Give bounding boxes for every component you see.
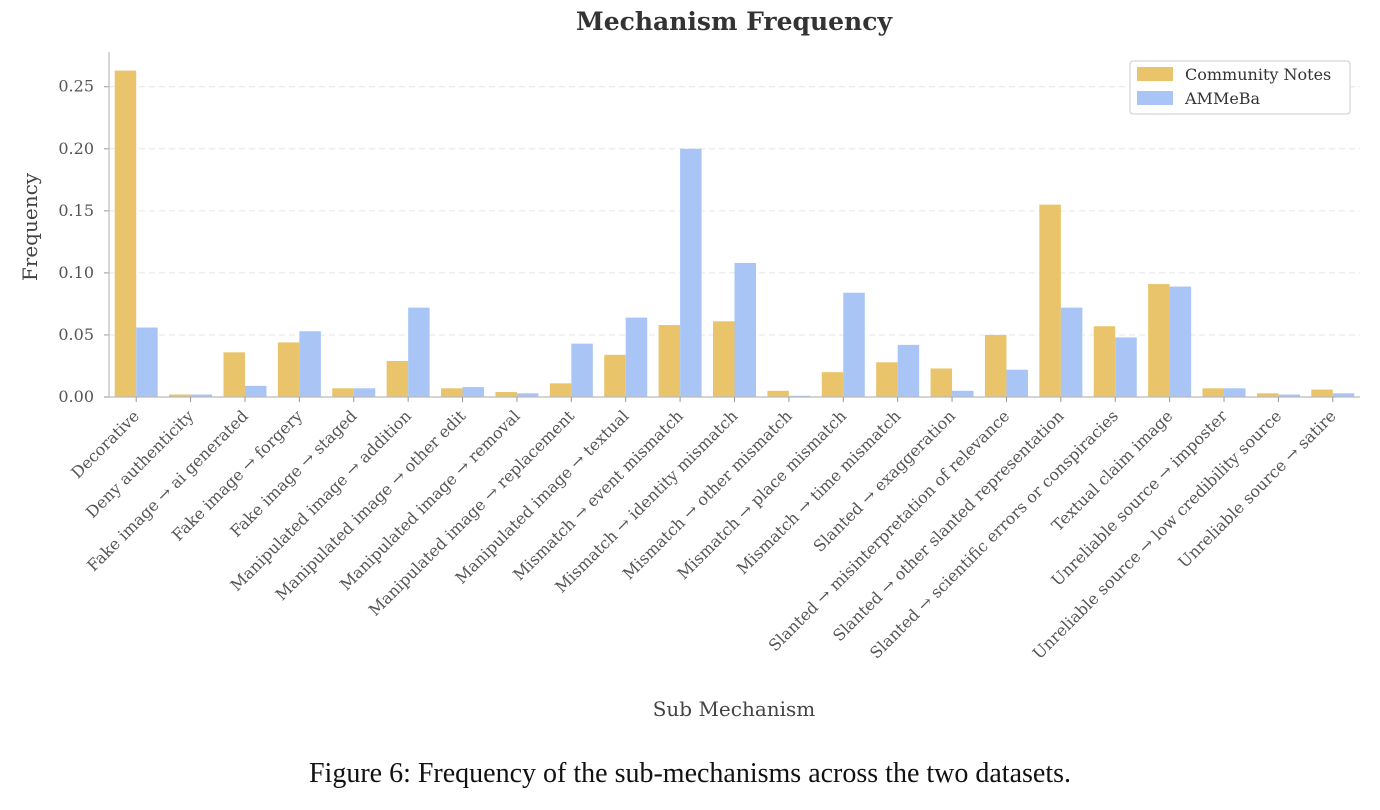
y-tick-labels: 0.00 0.05 0.10 0.15 0.20 0.25 [58,77,94,406]
bar-ammeba [625,317,648,397]
bar-ammeba [190,394,213,397]
y-tick-label: 0.05 [58,325,94,344]
bar-community-notes [1202,388,1225,397]
bar-community-notes [277,342,300,397]
bar-ammeba [299,331,321,397]
bar-community-notes [169,394,191,397]
y-tick-label: 0.20 [58,139,94,158]
bar-community-notes [1256,393,1279,397]
bar-ammeba [571,343,593,397]
bar-ammeba [1060,307,1083,397]
bar-community-notes [821,372,844,397]
mechanism-frequency-chart: Mechanism Frequency 0.00 0.05 0.10 0.15 0.20… [18,7,1360,721]
x-tick-label: Manipulated image → other edit [272,406,470,604]
bar-community-notes [604,354,626,397]
x-tick-label: Manipulated image → replacement [365,406,579,620]
bar-ammeba [408,307,430,397]
bar-community-notes [549,383,572,397]
legend: Community Notes AMMeBa [1129,60,1351,115]
y-axis-label: Frequency [18,172,42,281]
legend-label: Community Notes [1185,65,1331,84]
bar-ammeba [136,327,158,397]
bar-ammeba [788,395,811,397]
bar-ammeba [1224,388,1246,397]
legend-label: AMMeBa [1184,89,1261,108]
bar-community-notes [876,362,898,397]
bar-community-notes [930,368,953,397]
bars [114,70,1355,398]
legend-box [1129,60,1351,115]
bar-community-notes [1311,389,1333,397]
bar-community-notes [1039,204,1061,397]
bar-community-notes [713,321,735,397]
bar-ammeba [516,393,539,397]
bar-ammeba [1115,337,1137,397]
y-tick-label: 0.25 [58,77,94,96]
y-tick-label: 0.15 [58,201,94,220]
y-tick-label: 0.00 [58,387,94,406]
x-tick-label: Slanted → scientific errors or conspirac… [866,406,1122,662]
bar-community-notes [386,361,409,397]
legend-swatch [1137,91,1173,105]
bar-community-notes [767,390,789,397]
bar-community-notes [441,388,463,397]
bar-community-notes [332,388,354,397]
bar-community-notes [1148,284,1170,397]
bar-community-notes [114,70,137,398]
axes [108,52,1360,402]
chart-title: Mechanism Frequency [576,7,893,36]
bar-ammeba [843,292,865,397]
bar-ammeba [952,390,974,397]
bar-ammeba [1006,369,1028,397]
bar-ammeba [244,385,267,397]
bar-community-notes [223,352,245,397]
bar-community-notes [984,334,1007,397]
bar-ammeba [680,148,702,397]
figure-caption: Figure 6: Frequency of the sub-mechanism… [308,758,1072,789]
bar-ammeba [1332,393,1355,397]
bar-community-notes [1093,326,1116,397]
bar-ammeba [462,387,485,397]
x-axis-label: Sub Mechanism [653,697,816,721]
bar-ammeba [1278,394,1300,397]
legend-swatch [1137,67,1173,81]
bar-ammeba [1169,286,1192,397]
bar-community-notes [658,325,681,397]
y-tick-label: 0.10 [58,263,94,282]
bar-ammeba [353,388,376,397]
x-tick-label: Unreliable source → low credibility sour… [1029,406,1286,663]
bar-ammeba [734,262,756,397]
bar-community-notes [495,392,517,397]
bar-ammeba [897,344,920,397]
